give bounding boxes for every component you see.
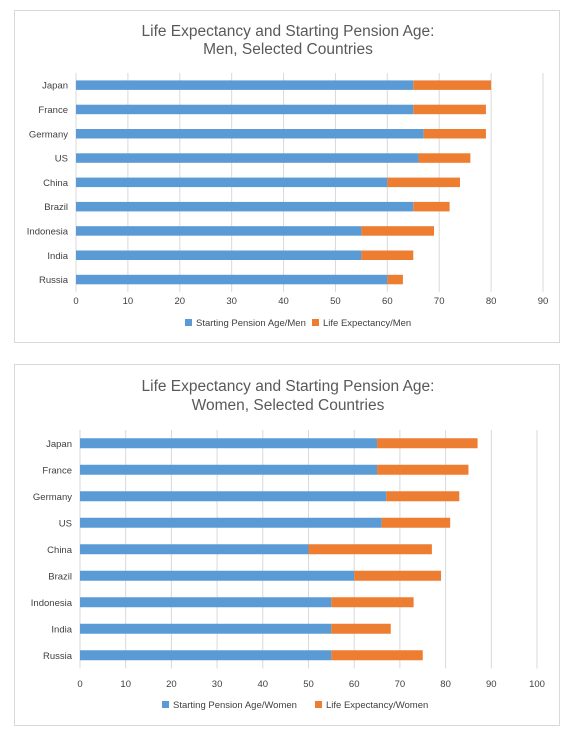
bar-segment-life-expectancy [361,226,435,236]
bar-segment-life-expectancy [386,491,460,502]
bar-segment-life-expectancy [354,570,442,581]
chart-title-line-2: Men, Selected Countries [203,41,373,58]
bar-segment-pension-age [80,464,378,475]
chart-women-svg: Life Expectancy and Starting Pension Age… [31,378,545,711]
x-tick-label: 40 [258,679,269,690]
bar-segment-pension-age [80,570,355,581]
bar-segment-pension-age [80,597,332,608]
legend-label: Life Expectancy/Men [323,318,411,329]
category-label: India [47,251,68,262]
bar-segment-life-expectancy [413,201,450,212]
bar-segment-life-expectancy [423,129,486,139]
bar-segment-pension-age [80,517,382,528]
x-tick-label: 80 [486,296,497,307]
bar-segment-pension-age [76,250,362,260]
x-tick-label: 90 [538,296,549,307]
bar-segment-life-expectancy [361,250,414,260]
bar-segment-life-expectancy [413,104,486,115]
x-tick-label: 30 [226,296,237,307]
category-label: France [38,105,68,116]
legend-label: Starting Pension Age/Men [196,318,306,329]
bar-segment-pension-age [76,80,414,90]
bar-segment-life-expectancy [308,544,432,555]
bar-segment-life-expectancy [387,274,403,285]
bar-segment-pension-age [76,129,424,139]
bar-segment-life-expectancy [387,177,460,188]
x-tick-label: 80 [440,679,451,690]
x-tick-label: 90 [486,679,497,690]
x-tick-label: 40 [278,296,289,307]
legend-swatch [315,701,322,708]
x-tick-label: 100 [529,679,545,690]
category-label: US [59,518,72,529]
bar-segment-pension-age [80,491,387,502]
x-tick-label: 50 [330,296,341,307]
category-label: Japan [46,439,72,450]
x-tick-label: 0 [73,296,78,307]
bar-segment-life-expectancy [413,80,492,90]
category-label: Indonesia [31,598,73,609]
category-label: Brazil [44,202,68,213]
category-label: Germany [29,129,68,140]
x-tick-label: 70 [434,296,445,307]
x-tick-label: 30 [212,679,223,690]
bar-segment-pension-age [76,153,419,163]
x-tick-label: 60 [382,296,393,307]
x-tick-label: 20 [174,296,185,307]
bar-segment-life-expectancy [331,650,423,661]
chart-title-line-1: Life Expectancy and Starting Pension Age… [142,23,435,40]
category-label: France [42,465,72,476]
bar-segment-pension-age [76,226,362,236]
chart-men-svg: Life Expectancy and Starting Pension Age… [27,23,549,329]
bar-segment-pension-age [80,623,332,634]
bar-segment-life-expectancy [381,517,451,528]
x-tick-label: 10 [123,296,134,307]
x-tick-label: 50 [303,679,314,690]
x-tick-label: 10 [120,679,131,690]
chart-women-panel: Life Expectancy and Starting Pension Age… [14,364,560,726]
x-tick-label: 70 [395,679,406,690]
legend-swatch [312,319,319,326]
category-label: China [47,545,73,556]
bar-segment-life-expectancy [377,438,478,449]
category-label: Russia [39,275,69,286]
bar-segment-pension-age [80,650,332,661]
category-label: China [43,178,69,189]
category-label: Russia [43,651,73,662]
x-tick-label: 60 [349,679,360,690]
legend-swatch [162,701,169,708]
x-tick-label: 20 [166,679,177,690]
chart-title-line-1: Life Expectancy and Starting Pension Age… [142,378,435,395]
bar-segment-pension-age [80,544,309,555]
legend-label: Starting Pension Age/Women [173,700,297,711]
category-label: US [55,154,68,165]
category-label: Indonesia [27,226,69,237]
chart-men-panel: Life Expectancy and Starting Pension Age… [14,10,560,343]
legend-swatch [185,319,192,326]
bar-segment-life-expectancy [377,464,469,475]
category-label: Germany [33,492,72,503]
bar-segment-pension-age [76,177,388,188]
bar-segment-life-expectancy [331,623,391,634]
category-label: Brazil [48,571,72,582]
legend-label: Life Expectancy/Women [326,700,428,711]
x-tick-label: 0 [77,679,82,690]
bar-segment-life-expectancy [418,153,471,163]
chart-title-line-2: Women, Selected Countries [192,397,385,414]
category-label: India [51,624,72,635]
bar-segment-pension-age [76,201,414,212]
bar-segment-pension-age [80,438,378,449]
bar-segment-pension-age [76,274,388,285]
category-label: Japan [42,81,68,92]
bar-segment-pension-age [76,104,414,115]
bar-segment-life-expectancy [331,597,414,608]
